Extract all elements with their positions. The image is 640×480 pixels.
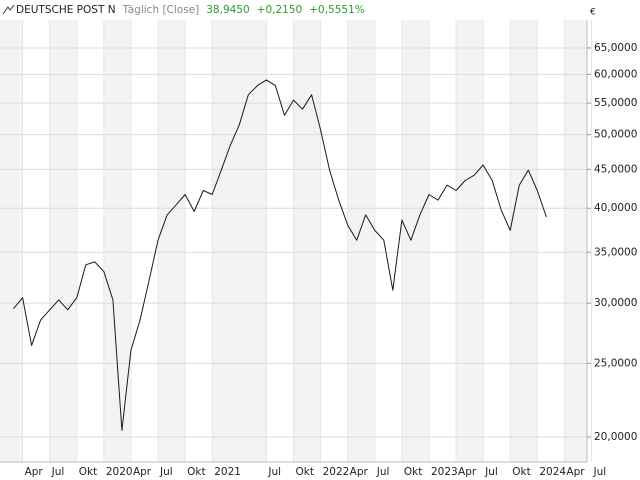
y-tick-label: 20,0000: [594, 431, 637, 443]
y-tick-label: 40,0000: [594, 202, 637, 214]
x-tick-label: Jul: [51, 466, 65, 478]
x-tick-label: Okt: [187, 466, 205, 478]
plot-band: [293, 20, 321, 462]
plot-band: [130, 20, 159, 462]
x-tick-label: Apr: [458, 466, 477, 478]
y-tick-label: 30,0000: [594, 297, 637, 309]
price-change: +0,2150: [257, 4, 303, 16]
x-tick-label: Jul: [376, 466, 390, 478]
y-tick-label: 25,0000: [594, 357, 637, 369]
x-tick-label: 2024: [539, 466, 566, 478]
chart-title: DEUTSCHE POST N: [16, 4, 116, 16]
plot-band: [158, 20, 186, 462]
plot-bands: [0, 20, 587, 462]
y-tick-label: 50,0000: [594, 129, 637, 141]
y-tick-label: 55,0000: [594, 97, 637, 109]
y-tick-label: 60,0000: [594, 68, 637, 80]
plot-band: [428, 20, 457, 462]
plot-band: [49, 20, 77, 462]
x-tick-label: Okt: [296, 466, 314, 478]
y-tick-label: 45,0000: [594, 163, 637, 175]
x-tick-label: Apr: [25, 466, 44, 478]
x-tick-label: 2020: [106, 466, 133, 478]
plot-band: [103, 20, 131, 462]
x-tick-label: Jul: [484, 466, 498, 478]
chart-icon: [2, 4, 15, 15]
x-tick-label: 2021: [214, 466, 241, 478]
plot-band: [76, 20, 104, 462]
x-tick-label: Okt: [512, 466, 530, 478]
last-price: 38,9450: [206, 4, 249, 16]
plot-band: [564, 20, 587, 462]
plot-band: [212, 20, 267, 462]
plot-band: [537, 20, 565, 462]
currency-label: €: [590, 8, 596, 18]
grid: [0, 20, 593, 462]
x-tick-label: Jul: [593, 466, 607, 478]
price-line: [13, 79, 547, 431]
y-tick-label: 35,0000: [594, 246, 637, 258]
plot-band: [185, 20, 213, 462]
plot-band: [0, 20, 23, 462]
plot-band: [483, 20, 511, 462]
x-tick-label: Jul: [159, 466, 173, 478]
plot-band: [456, 20, 484, 462]
x-tick-label: Jul: [267, 466, 281, 478]
plot-band: [347, 20, 375, 462]
x-tick-label: Apr: [133, 466, 152, 478]
plot-band: [266, 20, 294, 462]
x-tick-label: Okt: [79, 466, 97, 478]
x-tick-label: 2023: [431, 466, 458, 478]
plot-band: [320, 20, 348, 462]
y-tick-label: 65,0000: [594, 42, 637, 54]
chart-subtitle: Täglich [Close]: [122, 4, 200, 16]
plot-band: [510, 20, 538, 462]
plot-band: [401, 20, 429, 462]
price-change-percent: +0,5551%: [309, 4, 365, 16]
x-tick-label: Okt: [404, 466, 422, 478]
x-tick-label: Apr: [566, 466, 585, 478]
x-tick-label: 2022: [323, 466, 350, 478]
plot-band: [374, 20, 402, 462]
x-tick-label: Apr: [350, 466, 369, 478]
plot: [13, 79, 547, 431]
plot-band: [22, 20, 50, 462]
